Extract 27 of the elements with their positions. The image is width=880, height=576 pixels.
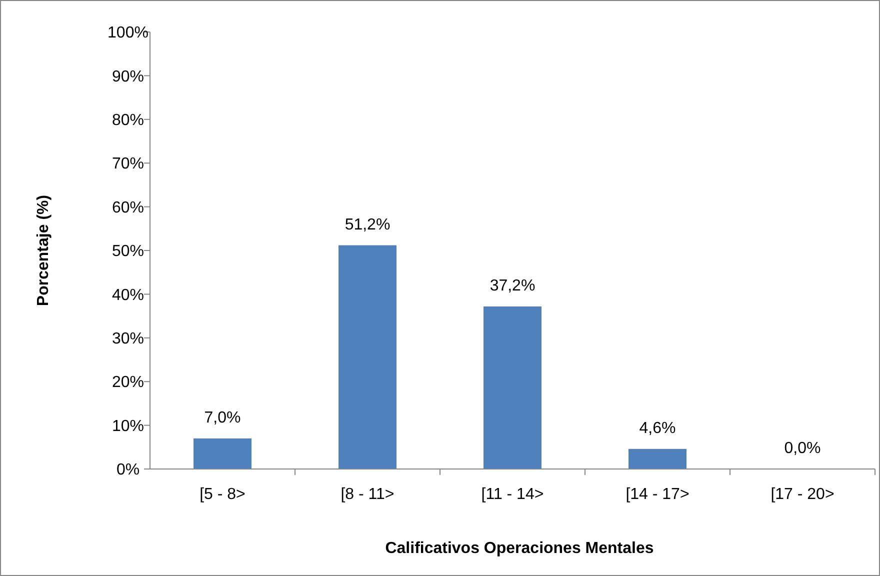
y-tick-label: 50% bbox=[112, 243, 144, 260]
data-label: 7,0% bbox=[204, 409, 241, 426]
bar bbox=[338, 245, 396, 469]
x-tick-label: [17 - 20> bbox=[770, 486, 834, 503]
data-label: 37,2% bbox=[490, 277, 536, 294]
bar bbox=[484, 306, 542, 469]
x-axis-title: Calificativos Operaciones Mentales bbox=[385, 540, 654, 557]
y-tick-label: 30% bbox=[112, 330, 144, 348]
y-tick-label: 100% bbox=[108, 24, 148, 42]
x-tick-label: [11 - 14> bbox=[481, 486, 544, 503]
y-tick-label: 40% bbox=[112, 286, 144, 304]
y-tick-label: 10% bbox=[112, 418, 144, 435]
data-label: 51,2% bbox=[344, 216, 390, 234]
y-tick-label: 70% bbox=[112, 156, 144, 173]
x-tick-label: [8 - 11> bbox=[340, 486, 394, 503]
y-tick-label: 60% bbox=[112, 199, 144, 216]
x-tick-label: [5 - 8> bbox=[200, 486, 246, 503]
x-tick-label: [14 - 17> bbox=[626, 486, 690, 503]
y-tick-label: 20% bbox=[112, 374, 144, 392]
y-axis-title: Porcentaje (%) bbox=[35, 194, 52, 306]
data-label: 0,0% bbox=[784, 440, 821, 457]
y-tick-label: 0% bbox=[116, 462, 140, 479]
data-label: 4,6% bbox=[639, 420, 676, 437]
y-tick-label: 90% bbox=[112, 68, 144, 86]
bar bbox=[194, 438, 252, 469]
bar bbox=[628, 448, 686, 469]
y-tick-label: 80% bbox=[112, 112, 144, 129]
